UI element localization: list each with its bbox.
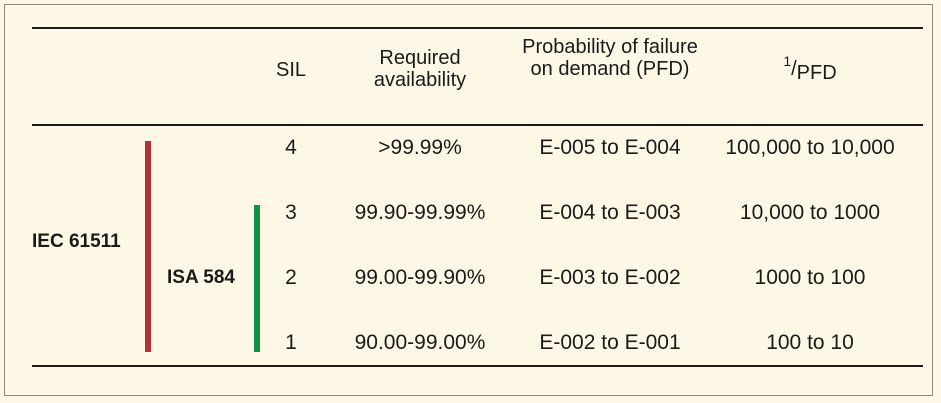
iec-label: IEC 61511 <box>32 231 121 252</box>
row-availability: 90.00-99.00% <box>354 331 486 354</box>
isa-label: ISA 584 <box>167 267 235 288</box>
row-availability: 99.00-99.90% <box>354 266 486 289</box>
isa-bar <box>254 205 260 352</box>
header-rule <box>32 124 923 126</box>
header-pfd: Probability of failure on demand (PFD) <box>522 36 698 80</box>
header-availability: Required availability <box>373 47 467 91</box>
row-inverse-pfd: 10,000 to 1000 <box>739 201 881 224</box>
row-sil: 1 <box>285 331 297 354</box>
row-availability: >99.99% <box>378 136 462 159</box>
row-pfd: E-002 to E-001 <box>539 331 681 354</box>
header-inverse-pfd: 1/PFD <box>783 53 837 84</box>
iec-bar <box>145 141 151 352</box>
inverse-denominator: PFD <box>796 62 837 84</box>
row-sil: 4 <box>285 136 297 159</box>
row-inverse-pfd: 100,000 to 10,000 <box>725 136 895 159</box>
row-availability: 99.90-99.99% <box>354 201 486 224</box>
row-inverse-pfd: 100 to 10 <box>766 331 854 354</box>
row-sil: 2 <box>285 266 297 289</box>
header-sil: SIL <box>275 59 307 81</box>
row-sil: 3 <box>285 201 297 224</box>
row-inverse-pfd: 1000 to 100 <box>754 266 866 289</box>
top-rule <box>32 27 923 29</box>
table-frame: SIL Required availability Probability of… <box>4 4 933 396</box>
row-pfd: E-003 to E-002 <box>539 266 681 289</box>
inverse-numerator: 1 <box>783 53 792 69</box>
row-pfd: E-004 to E-003 <box>539 201 681 224</box>
row-pfd: E-005 to E-004 <box>539 136 681 159</box>
bottom-rule <box>32 365 923 367</box>
